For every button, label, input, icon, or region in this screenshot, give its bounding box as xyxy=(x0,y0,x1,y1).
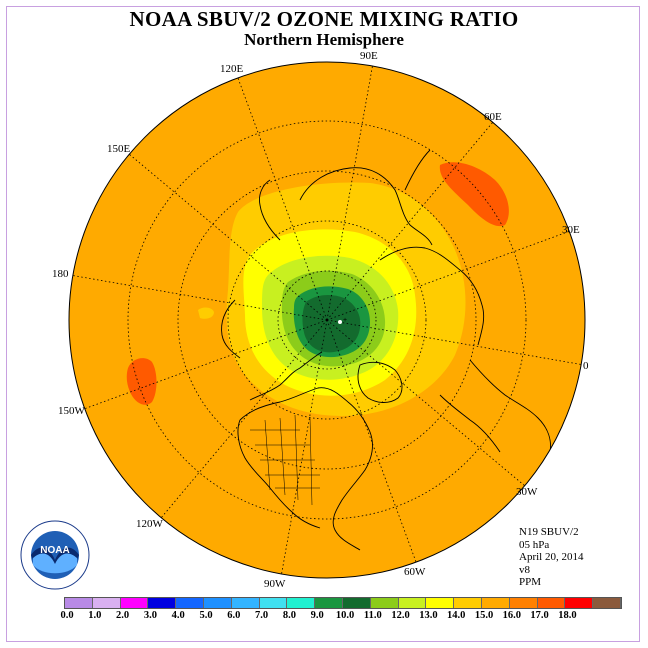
pole-marker: + xyxy=(338,317,347,324)
colorbar-swatch xyxy=(481,598,510,608)
date-label: April 20, 2014 xyxy=(519,551,584,563)
colorbar-tick-label: 9.0 xyxy=(310,610,324,621)
latitude-circles xyxy=(127,120,527,520)
colorbar-swatch xyxy=(509,598,538,608)
colorbar-swatch xyxy=(65,598,93,608)
label-30w: 30W xyxy=(516,486,538,498)
label-0: 0 xyxy=(583,360,589,372)
map-subtitle: Northern Hemisphere xyxy=(244,30,404,49)
label-30e: 30E xyxy=(562,224,580,236)
svg-text:+: + xyxy=(343,317,347,324)
colorbar-tick-label: 10.0 xyxy=(335,610,355,621)
version-label: v8 xyxy=(519,563,530,576)
ozone-maximum-asia xyxy=(439,162,509,227)
colorbar-tick-label: 13.0 xyxy=(419,610,438,621)
colorbar-swatch xyxy=(593,598,621,608)
colorbar-tick-label: 4.0 xyxy=(171,610,185,621)
figure-frame xyxy=(6,6,640,642)
noaa-logo: NOAA xyxy=(20,520,90,590)
colorbar-swatch xyxy=(426,598,455,608)
metadata-block: N19 SBUV/2 05 hPa April 20, 2014 v8 PPM xyxy=(519,526,583,589)
pressure-level-label: 05 hPa xyxy=(519,538,550,551)
colorbar-swatch xyxy=(120,598,149,608)
units-label: PPM xyxy=(519,576,542,588)
label-180: 180 xyxy=(52,268,69,280)
colorbar-tick-label: 0.0 xyxy=(60,610,74,621)
map-boundary xyxy=(68,61,586,579)
label-120e: 120E xyxy=(220,63,244,75)
colorbar-swatch xyxy=(92,598,121,608)
coastlines xyxy=(221,149,551,551)
state-boundaries xyxy=(250,414,320,506)
colorbar xyxy=(64,597,622,609)
colorbar-swatch xyxy=(537,598,566,608)
label-90w: 90W xyxy=(264,578,286,590)
colorbar-tick-label: 7.0 xyxy=(255,610,269,621)
colorbar-swatch xyxy=(259,598,288,608)
ozone-maximum-pacific xyxy=(126,358,157,405)
colorbar-swatch xyxy=(176,598,204,608)
colorbar-tick-label: 18.0 xyxy=(558,610,577,621)
colorbar-swatch xyxy=(565,598,594,608)
colorbar-swatch xyxy=(398,598,427,608)
logo-wordmark: NOAA xyxy=(40,545,69,556)
satellite-label: N19 SBUV/2 xyxy=(519,526,579,538)
label-150e: 150E xyxy=(107,143,131,155)
colorbar-tick-label: 8.0 xyxy=(282,610,296,621)
label-120w: 120W xyxy=(136,518,163,530)
label-60w: 60W xyxy=(404,566,426,578)
label-60e: 60E xyxy=(484,111,502,123)
colorbar-tick-label: 12.0 xyxy=(391,610,410,621)
colorbar-swatch xyxy=(454,598,482,608)
meridians xyxy=(69,62,585,578)
colorbar-swatch xyxy=(315,598,343,608)
ozone-contour-10 xyxy=(302,294,361,353)
colorbar-tick-label: 1.0 xyxy=(88,610,102,621)
map-title: NOAA SBUV/2 OZONE MIXING RATIO xyxy=(129,7,519,31)
colorbar-swatch xyxy=(148,598,177,608)
colorbar-swatch xyxy=(231,598,260,608)
colorbar-swatch xyxy=(203,598,232,608)
colorbar-swatch xyxy=(370,598,399,608)
label-90e: 90E xyxy=(360,50,378,62)
colorbar-tick-label: 3.0 xyxy=(143,610,157,621)
colorbar-tick-label: 2.0 xyxy=(116,610,130,621)
label-150w: 150W xyxy=(58,405,85,417)
colorbar-tick-label: 14.0 xyxy=(447,610,466,621)
ozone-minor-patch xyxy=(198,307,214,319)
colorbar-swatch xyxy=(287,598,316,608)
colorbar-tick-label: 11.0 xyxy=(363,610,382,621)
colorbar-tick-label: 17.0 xyxy=(530,610,549,621)
colorbar-tick-label: 5.0 xyxy=(199,610,213,621)
colorbar-swatch xyxy=(342,598,371,608)
colorbar-tick-label: 16.0 xyxy=(502,610,521,621)
colorbar-tick-label: 15.0 xyxy=(474,610,494,621)
colorbar-tick-label: 6.0 xyxy=(227,610,241,621)
